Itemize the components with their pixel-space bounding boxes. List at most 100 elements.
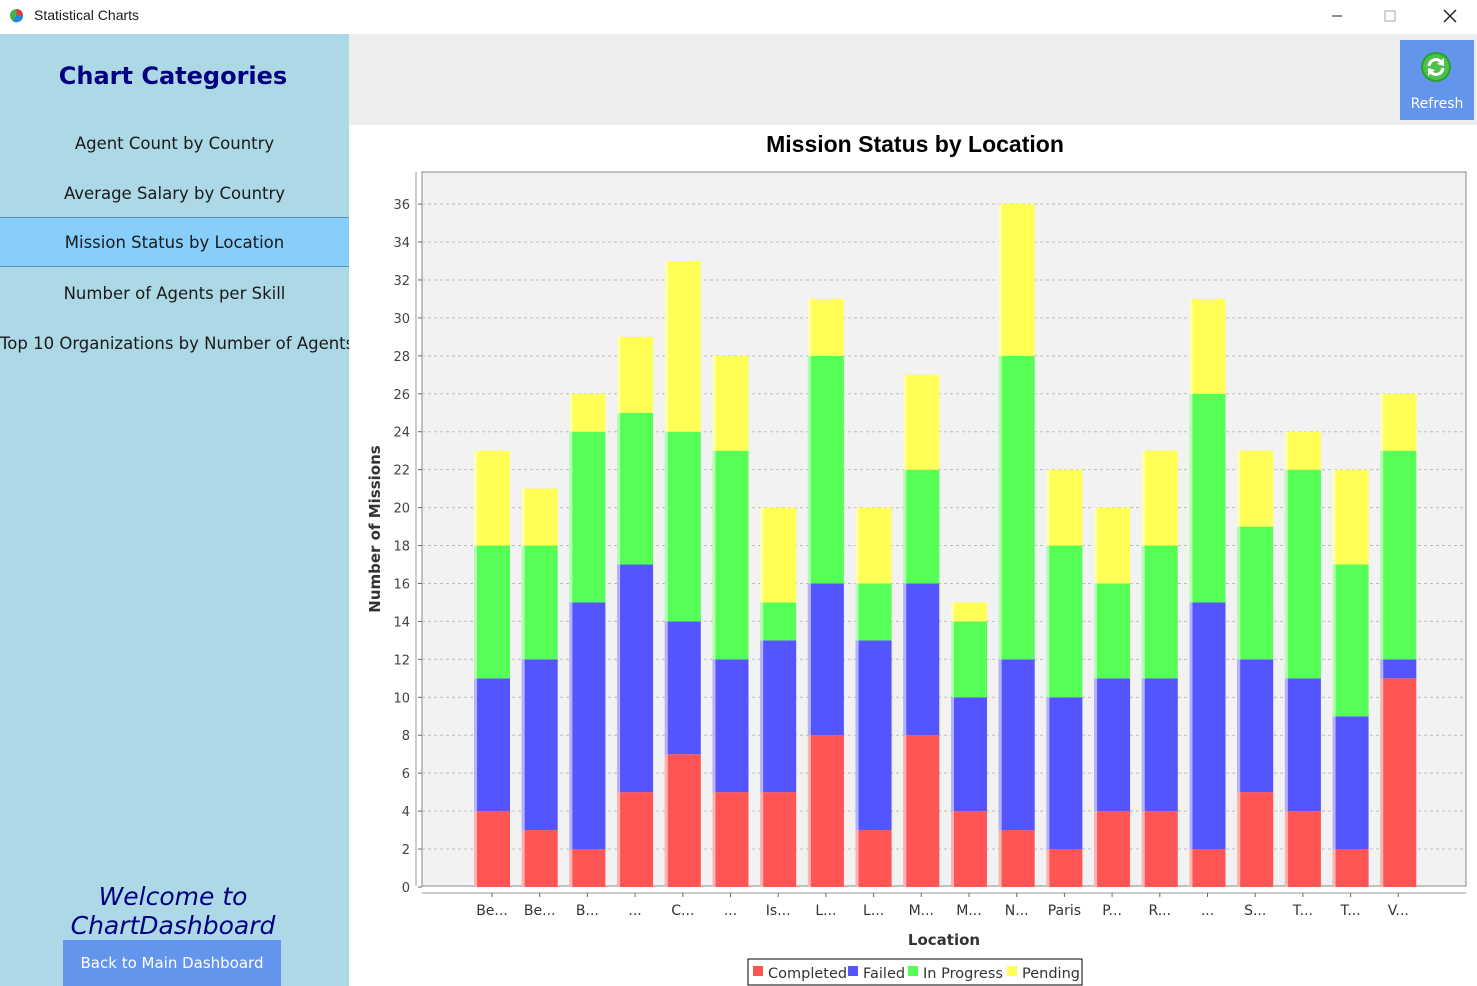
bar-segment-failed [617, 564, 654, 793]
bar-segment-pending [1332, 469, 1369, 565]
x-axis-label: Location [908, 931, 980, 949]
x-tick-label: C... [671, 903, 694, 919]
bar-segment-pending [521, 488, 558, 546]
bar-segment-failed [760, 640, 797, 793]
x-tick-label: Paris [1048, 903, 1081, 919]
bar-highlight [1094, 811, 1098, 887]
bar-highlight [521, 830, 525, 887]
bar-segment-in-progress [1284, 469, 1321, 679]
toolbar: Refresh [349, 34, 1477, 125]
chart-title: Mission Status by Location [766, 131, 1064, 157]
sidebar-item-average-salary[interactable]: Average Salary by Country [63, 184, 286, 203]
bar-highlight [712, 355, 716, 451]
bar-highlight [664, 754, 668, 887]
bar-highlight [807, 298, 811, 356]
bar-segment-in-progress [617, 412, 654, 565]
bar-segment-in-progress [474, 545, 510, 679]
bar-segment-failed [807, 583, 844, 736]
x-tick-label: ... [628, 903, 641, 919]
bar-segment-in-progress [1332, 564, 1369, 717]
sidebar-item-top-organizations[interactable]: Top 10 Organizations by Number of Agents [0, 334, 355, 353]
bar-segment-pending [569, 393, 606, 432]
bar-segment-pending [855, 507, 892, 584]
bar-segment-failed [1141, 678, 1178, 812]
stacked-bar-chart: Mission Status by Location 0246810121416… [366, 131, 1467, 986]
bar-highlight [1046, 469, 1050, 546]
bar-highlight [760, 792, 764, 887]
bar-segment-completed [998, 830, 1035, 887]
bar-highlight [807, 583, 811, 736]
close-icon [1443, 9, 1457, 23]
bar-highlight [569, 431, 573, 603]
bar-highlight [1380, 450, 1384, 660]
bar-highlight [1189, 849, 1193, 887]
bar-highlight [855, 830, 859, 887]
bar-highlight [712, 659, 716, 793]
minimize-button[interactable] [1314, 0, 1360, 32]
bar-segment-completed [951, 811, 987, 887]
bar-highlight [1284, 431, 1288, 470]
welcome-message: Welcome to ChartDashboard [70, 882, 276, 940]
y-tick-label: 8 [402, 729, 410, 744]
bar-segment-failed [569, 602, 606, 850]
x-tick-label: P... [1102, 903, 1122, 919]
bar-highlight [664, 260, 668, 432]
bars [474, 204, 1417, 887]
bar-segment-pending [664, 260, 701, 432]
bar-highlight [903, 735, 907, 887]
refresh-label: Refresh [1410, 96, 1464, 112]
bar-highlight [1332, 716, 1336, 850]
bar-segment-completed [1046, 849, 1083, 887]
close-button[interactable] [1427, 0, 1473, 32]
bar-segment-pending [1094, 507, 1131, 584]
bar-highlight [569, 602, 573, 850]
bar-highlight [951, 621, 954, 698]
bar-highlight [474, 678, 477, 812]
sidebar-item-agents-per-skill[interactable]: Number of Agents per Skill [63, 284, 286, 303]
legend-swatch [908, 966, 918, 976]
bar-segment-pending [903, 374, 940, 470]
bar-highlight [1046, 849, 1050, 887]
refresh-button[interactable]: Refresh [1400, 40, 1474, 120]
bar-highlight [521, 545, 525, 660]
bar-highlight [1380, 659, 1384, 679]
x-axis: Be... Be... B...... C...... Is... L... L... M..… [422, 892, 1466, 919]
legend-label: Pending [1022, 966, 1080, 982]
bar-segment-in-progress [1046, 545, 1083, 698]
y-tick-label: 12 [393, 653, 410, 668]
y-tick-label: 16 [393, 577, 410, 592]
bar-highlight [855, 583, 859, 641]
legend-swatch [848, 966, 858, 976]
bar-highlight [664, 431, 668, 622]
y-tick-label: 34 [393, 236, 410, 251]
bar-segment-failed [1332, 716, 1369, 850]
bar-highlight [903, 374, 907, 470]
bar-segment-in-progress [998, 355, 1035, 660]
bar-highlight [855, 640, 859, 831]
legend-label: Failed [863, 966, 905, 982]
bar-highlight [474, 450, 477, 546]
sidebar-item-mission-status[interactable]: Mission Status by Location [0, 217, 349, 267]
bar-highlight [1141, 811, 1145, 887]
maximize-button[interactable] [1367, 0, 1413, 32]
bar-segment-in-progress [1189, 393, 1226, 603]
bar-highlight [998, 659, 1002, 831]
bar-segment-failed [951, 697, 987, 812]
bar-highlight [1189, 602, 1193, 850]
chart-panel: Mission Status by Location 0 2 4 6 8 10 12 14 16… [349, 125, 1477, 986]
bar-segment-pending [807, 298, 844, 356]
bar-highlight [569, 849, 573, 887]
bar-segment-pending [712, 355, 749, 451]
bar-segment-completed [760, 792, 797, 887]
y-tick-label: 4 [402, 805, 410, 820]
back-to-main-dashboard-button[interactable]: Back to Main Dashboard [63, 940, 281, 986]
y-tick-label: 30 [393, 312, 410, 327]
bar-highlight [1284, 811, 1288, 887]
bar-highlight [998, 204, 1002, 356]
bar-segment-failed [1189, 602, 1226, 850]
bar-segment-in-progress [712, 450, 749, 660]
sidebar-item-agent-count[interactable]: Agent Count by Country [74, 134, 275, 153]
bar-segment-failed [712, 659, 749, 793]
x-tick-label: R... [1149, 903, 1172, 919]
legend-label: In Progress [923, 966, 1003, 982]
